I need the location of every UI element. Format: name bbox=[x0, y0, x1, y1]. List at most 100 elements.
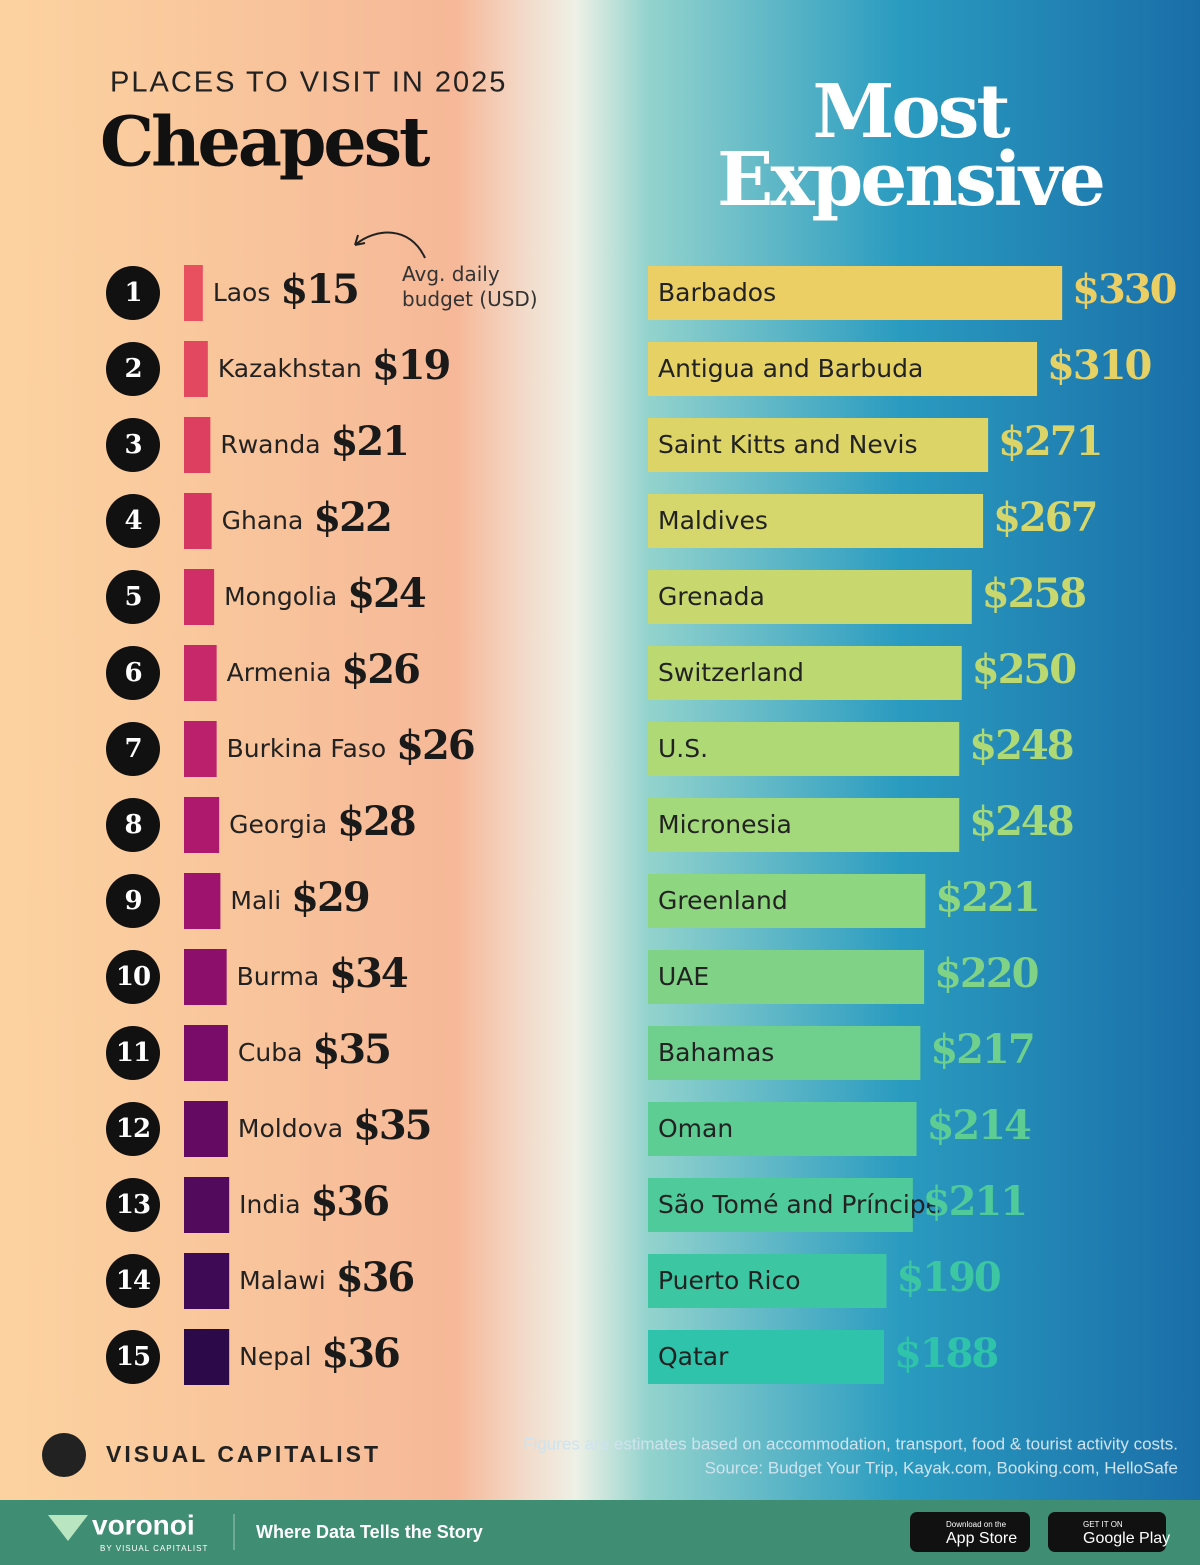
value-label: $36 bbox=[321, 1330, 399, 1377]
category-label: Oman bbox=[658, 1114, 733, 1143]
category-label: Puerto Rico bbox=[658, 1266, 801, 1295]
category-label: Mongolia bbox=[224, 582, 337, 611]
value-label: $19 bbox=[372, 342, 450, 389]
bar bbox=[648, 342, 1038, 396]
value-label: $258 bbox=[982, 570, 1085, 617]
value-label: $36 bbox=[336, 1254, 414, 1301]
rank: 7 bbox=[124, 734, 141, 764]
rank-badge bbox=[106, 494, 160, 548]
annotation-arrow bbox=[354, 231, 426, 259]
chart-title: Cheapest bbox=[100, 103, 431, 183]
value-label: $26 bbox=[341, 646, 419, 693]
category-label: Rwanda bbox=[220, 430, 320, 459]
bar bbox=[648, 722, 960, 776]
bar bbox=[184, 1101, 228, 1157]
category-label: Maldives bbox=[658, 506, 768, 535]
badge-small: GET IT ON bbox=[1083, 1520, 1123, 1529]
value-label: $217 bbox=[930, 1026, 1033, 1073]
rank-badge bbox=[106, 646, 160, 700]
badge-small: Download on the bbox=[946, 1520, 1007, 1529]
rank: 11 bbox=[116, 1038, 150, 1068]
value-label: $26 bbox=[396, 722, 474, 769]
value-label: $188 bbox=[894, 1330, 997, 1377]
rank: 12 bbox=[116, 1114, 150, 1144]
rank: 3 bbox=[124, 430, 141, 460]
bar bbox=[184, 265, 203, 321]
source: Source: Budget Your Trip, Kayak.com, Boo… bbox=[705, 1458, 1178, 1477]
app-by: BY VISUAL CAPITALIST bbox=[100, 1544, 208, 1553]
value-label: $248 bbox=[969, 722, 1072, 769]
value-label: $267 bbox=[993, 494, 1096, 541]
category-label: Nepal bbox=[239, 1342, 311, 1371]
value-label: $15 bbox=[280, 266, 358, 313]
category-label: Qatar bbox=[658, 1342, 729, 1371]
chart-title: Most Expensive bbox=[717, 69, 1106, 223]
category-label: São Tomé and Príncipe bbox=[658, 1190, 941, 1219]
category-label: Switzerland bbox=[658, 658, 804, 687]
app-store-badge[interactable] bbox=[910, 1512, 1030, 1552]
rank-badge bbox=[106, 418, 160, 472]
category-label: Armenia bbox=[227, 658, 332, 687]
rank: 5 bbox=[124, 582, 141, 612]
badge-text: App Store bbox=[946, 1530, 1017, 1547]
app-name: voronoi bbox=[92, 1509, 195, 1540]
category-label: Kazakhstan bbox=[218, 354, 362, 383]
bar bbox=[184, 1329, 230, 1385]
category-label: Cuba bbox=[238, 1038, 302, 1067]
category-label: Antigua and Barbuda bbox=[658, 354, 923, 383]
kicker: PLACES TO VISIT IN 2025 bbox=[110, 67, 507, 99]
value-label: $214 bbox=[927, 1102, 1031, 1149]
value-label: $21 bbox=[331, 418, 409, 465]
category-label: Georgia bbox=[229, 810, 327, 839]
category-label: Ghana bbox=[222, 506, 304, 535]
category-label: Burma bbox=[237, 962, 320, 991]
category-label: Barbados bbox=[658, 278, 776, 307]
rank-badge bbox=[106, 342, 160, 396]
category-label: U.S. bbox=[658, 734, 708, 763]
cheapest-chart: 1 Laos $15 2 Kazakhstan $19 3 Rwanda $21 4 Ghana $2… bbox=[106, 265, 476, 1385]
rank-badge bbox=[106, 950, 160, 1004]
bar bbox=[648, 1254, 887, 1308]
bar bbox=[184, 645, 217, 701]
badge-text: Google Play bbox=[1083, 1530, 1170, 1547]
bar bbox=[184, 569, 215, 625]
value-label: $330 bbox=[1072, 266, 1175, 313]
value-label: $190 bbox=[896, 1254, 999, 1301]
value-label: $35 bbox=[353, 1102, 431, 1149]
bar bbox=[184, 1025, 228, 1081]
google-play-badge[interactable] bbox=[1048, 1512, 1166, 1552]
bar bbox=[648, 1102, 917, 1156]
rank: 1 bbox=[124, 278, 141, 308]
bar bbox=[184, 1177, 230, 1233]
category-label: Greenland bbox=[658, 886, 788, 915]
rank-badge bbox=[106, 1178, 160, 1232]
rank-badge bbox=[106, 1102, 160, 1156]
bar bbox=[184, 949, 227, 1005]
rank-badge bbox=[106, 1330, 160, 1384]
category-label: Burkina Faso bbox=[227, 734, 387, 763]
category-label: Laos bbox=[213, 278, 271, 307]
bar bbox=[648, 798, 960, 852]
value-label: $221 bbox=[935, 874, 1038, 921]
bar bbox=[648, 950, 925, 1004]
brand: VISUAL CAPITALIST bbox=[106, 1441, 381, 1467]
value-label: $211 bbox=[923, 1178, 1026, 1225]
note: Figures are estimates based on accommoda… bbox=[523, 1434, 1178, 1453]
voronoi-logo bbox=[48, 1515, 88, 1541]
category-label: Saint Kitts and Nevis bbox=[658, 430, 917, 459]
bar bbox=[648, 494, 984, 548]
bar bbox=[648, 646, 962, 700]
bar bbox=[184, 341, 208, 397]
value-label: $28 bbox=[337, 798, 415, 845]
category-label: India bbox=[239, 1190, 300, 1219]
expensive-chart: Barbados $330 Antigua and Barbuda $310 Saint… bbox=[648, 266, 1178, 1384]
value-label: $29 bbox=[291, 874, 369, 921]
value-label: $250 bbox=[972, 646, 1075, 693]
rank: 2 bbox=[124, 354, 141, 384]
category-label: Moldova bbox=[238, 1114, 343, 1143]
value-label: $36 bbox=[311, 1178, 389, 1225]
rank-badge bbox=[106, 570, 160, 624]
value-label: $22 bbox=[313, 494, 391, 541]
